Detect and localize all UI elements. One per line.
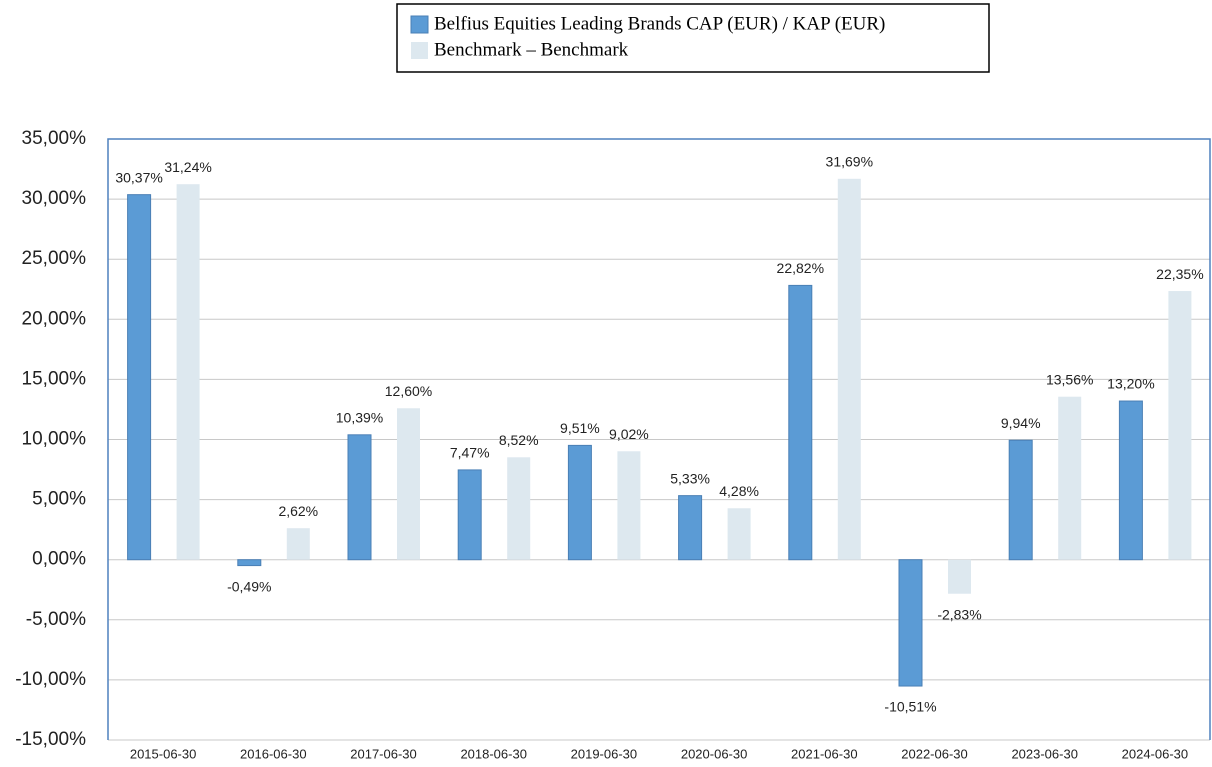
value-label: 22,35% bbox=[1156, 266, 1203, 282]
value-label: 9,94% bbox=[1001, 415, 1041, 431]
bar bbox=[507, 457, 531, 560]
bar bbox=[727, 508, 751, 560]
value-label: 13,56% bbox=[1046, 371, 1093, 387]
value-label: 13,20% bbox=[1107, 376, 1154, 392]
x-tick-label: 2018-06-30 bbox=[460, 746, 527, 761]
bar bbox=[898, 559, 923, 687]
bar bbox=[457, 469, 482, 561]
value-label: 7,47% bbox=[450, 445, 490, 461]
y-tick-label: 0,00% bbox=[32, 549, 86, 570]
bar bbox=[788, 284, 813, 561]
bar bbox=[678, 495, 703, 561]
value-label: 4,28% bbox=[719, 483, 759, 499]
bar bbox=[1058, 396, 1082, 560]
y-tick-label: 25,00% bbox=[22, 248, 87, 269]
value-label: 22,82% bbox=[777, 260, 824, 276]
x-tick-label: 2023-06-30 bbox=[1011, 746, 1078, 761]
y-tick-label: -5,00% bbox=[26, 609, 86, 630]
bar bbox=[617, 451, 641, 560]
bar bbox=[127, 194, 152, 561]
bar bbox=[286, 528, 310, 560]
y-tick-label: -10,00% bbox=[15, 669, 86, 690]
x-tick-label: 2021-06-30 bbox=[791, 746, 858, 761]
legend-label: Benchmark – Benchmark bbox=[434, 39, 629, 60]
bar bbox=[176, 184, 200, 560]
y-tick-label: 20,00% bbox=[22, 308, 87, 329]
bar bbox=[397, 408, 420, 560]
y-tick-label: 30,00% bbox=[22, 188, 87, 209]
value-label: 12,60% bbox=[385, 383, 432, 399]
bar bbox=[237, 559, 262, 567]
value-label: 10,39% bbox=[336, 410, 383, 426]
bar bbox=[948, 559, 971, 594]
value-label: -0,49% bbox=[227, 578, 271, 594]
x-tick-label: 2020-06-30 bbox=[681, 746, 748, 761]
bar bbox=[1118, 400, 1143, 561]
value-label: -10,51% bbox=[884, 699, 936, 715]
value-label: 30,37% bbox=[115, 169, 162, 185]
value-label: 9,02% bbox=[609, 426, 649, 442]
value-label: 31,24% bbox=[164, 159, 211, 175]
y-tick-label: 5,00% bbox=[32, 489, 86, 510]
bar bbox=[837, 178, 861, 560]
bar bbox=[1168, 291, 1192, 560]
legend-box bbox=[396, 3, 990, 73]
legend-swatch bbox=[411, 42, 428, 59]
value-label: 31,69% bbox=[826, 153, 873, 169]
bar bbox=[347, 434, 372, 561]
x-tick-label: 2022-06-30 bbox=[901, 746, 968, 761]
x-tick-label: 2017-06-30 bbox=[350, 746, 417, 761]
value-label: 5,33% bbox=[670, 470, 710, 486]
value-label: 8,52% bbox=[499, 432, 539, 448]
legend-swatch bbox=[410, 15, 429, 34]
x-tick-label: 2019-06-30 bbox=[571, 746, 638, 761]
plot-border bbox=[107, 138, 1211, 740]
x-tick-label: 2024-06-30 bbox=[1122, 746, 1189, 761]
y-tick-label: 10,00% bbox=[22, 429, 87, 450]
value-label: -2,83% bbox=[937, 606, 981, 622]
legend-label: Belfius Equities Leading Brands CAP (EUR… bbox=[434, 13, 885, 34]
x-tick-label: 2016-06-30 bbox=[240, 746, 307, 761]
x-tick-label: 2015-06-30 bbox=[130, 746, 197, 761]
bar bbox=[567, 444, 592, 561]
value-label: 9,51% bbox=[560, 420, 600, 436]
y-tick-label: -15,00% bbox=[15, 729, 86, 750]
bar bbox=[1008, 439, 1033, 561]
y-tick-label: 15,00% bbox=[22, 368, 87, 389]
value-label: 2,62% bbox=[278, 503, 318, 519]
y-tick-label: 35,00% bbox=[22, 128, 87, 149]
